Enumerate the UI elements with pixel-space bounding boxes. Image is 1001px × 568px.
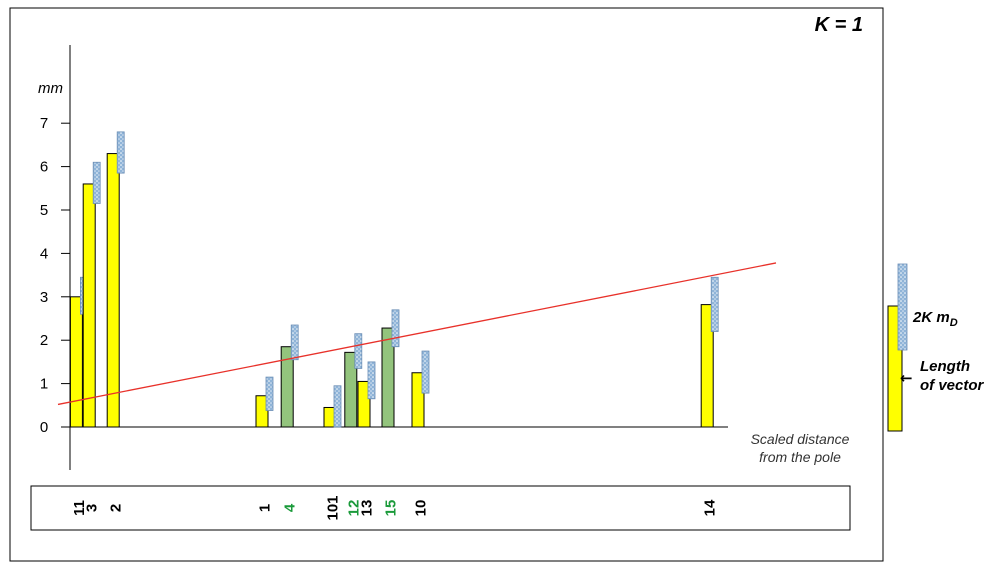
legend-hatch-label: 2K mD xyxy=(912,309,958,329)
bar-10 xyxy=(411,372,425,428)
trend-line xyxy=(57,262,777,406)
error-bar-14 xyxy=(710,276,719,332)
bar-12 xyxy=(344,351,358,428)
bar-id-label-101: 101 xyxy=(325,495,342,520)
error-bar-4 xyxy=(290,324,299,361)
y-tick-label: 2 xyxy=(40,332,48,349)
error-bar-3 xyxy=(92,161,101,204)
bar-id-label-13: 13 xyxy=(359,500,376,517)
bar-id-label-12: 12 xyxy=(345,500,362,517)
bar-id-label-11: 11 xyxy=(71,500,88,516)
y-tick-label: 5 xyxy=(40,202,48,219)
bar-id-label-15: 15 xyxy=(383,500,400,517)
bar-15 xyxy=(381,327,395,428)
error-bar-12 xyxy=(354,333,363,369)
legend-arrow-icon: ← xyxy=(900,369,913,387)
y-tick-label: 3 xyxy=(40,289,48,306)
error-bar-15 xyxy=(391,309,400,348)
y-tick-label: 7 xyxy=(40,115,48,132)
bar-id-box xyxy=(30,485,851,531)
y-tick-label: 6 xyxy=(40,159,48,176)
error-bar-2 xyxy=(116,131,125,174)
y-tick-label: 0 xyxy=(40,419,48,436)
bar-id-label-3: 3 xyxy=(84,504,101,512)
bar-1 xyxy=(255,395,269,428)
bar-11 xyxy=(69,296,83,428)
bar-3 xyxy=(82,183,96,428)
bars-group xyxy=(69,131,719,428)
chart-title: K = 1 xyxy=(815,14,863,36)
bar-id-label-2: 2 xyxy=(108,504,125,512)
bar-id-label-14: 14 xyxy=(702,499,719,516)
y-axis-label: mm xyxy=(38,80,63,97)
bar-4 xyxy=(280,346,294,428)
x-axis-label-line2: from the pole xyxy=(759,449,841,465)
legend: 2K mD Length of vector ← xyxy=(887,263,985,432)
y-tick-label: 4 xyxy=(40,245,48,262)
y-tick-label: 1 xyxy=(40,376,48,393)
error-bar-101 xyxy=(333,385,342,428)
y-ticks: 0 1 2 3 4 5 6 7 xyxy=(40,115,70,436)
error-bar-13 xyxy=(367,361,376,400)
error-bar-10 xyxy=(421,350,430,394)
bar-id-label-10: 10 xyxy=(413,500,430,517)
bar-2 xyxy=(106,153,120,428)
legend-length-label-line2: of vector xyxy=(920,377,985,394)
error-bar-1 xyxy=(265,376,274,411)
legend-length-label-line1: Length xyxy=(920,358,970,375)
bar-13 xyxy=(357,380,371,428)
x-axis-label-line1: Scaled distance xyxy=(751,431,850,447)
bar-id-label-4: 4 xyxy=(282,503,299,512)
legend-hatch-swatch xyxy=(897,263,908,351)
bar-id-label-1: 1 xyxy=(257,504,274,512)
bar-14 xyxy=(700,304,714,428)
chart-frame xyxy=(9,7,884,562)
